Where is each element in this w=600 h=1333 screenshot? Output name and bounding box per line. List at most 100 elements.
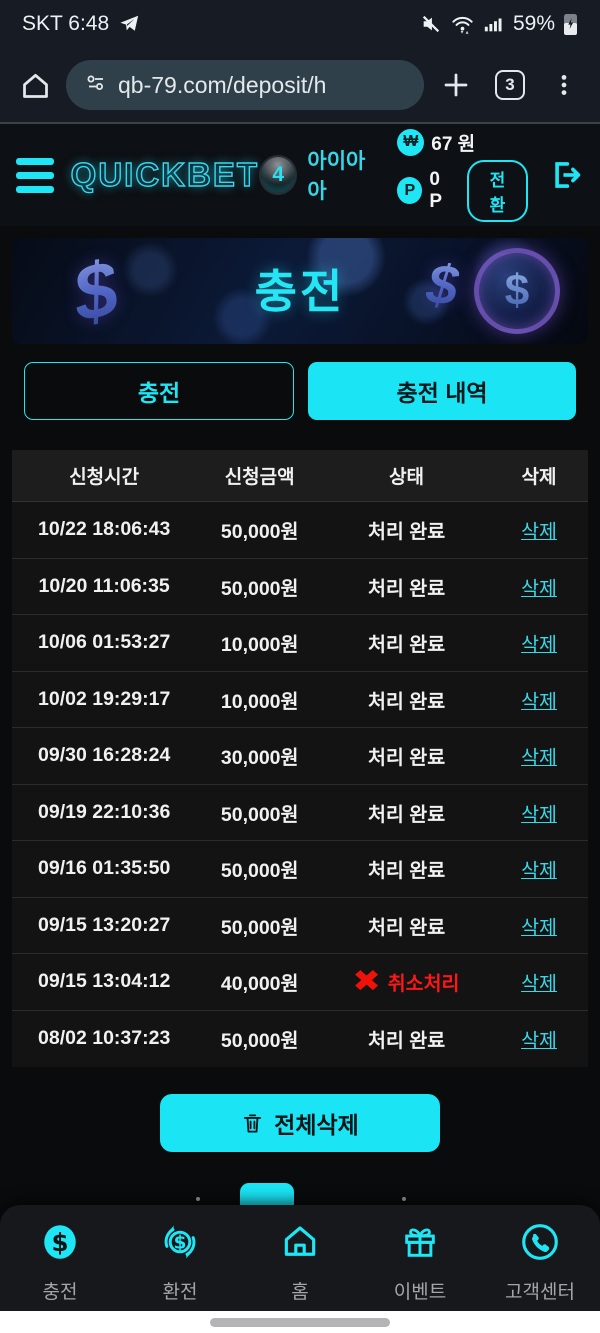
url-text[interactable]: qb-79.com/deposit/h	[118, 71, 327, 98]
cell-status: 처리 완료	[367, 860, 446, 883]
site-settings-icon[interactable]	[84, 71, 108, 100]
col-header-amount: 신청금액	[224, 467, 295, 488]
cell-request-time: 09/15 13:04:12	[38, 970, 171, 993]
tab-switcher-button[interactable]: 3	[488, 70, 532, 100]
deposit-tabs: 충전 충전 내역	[24, 362, 576, 420]
deposit-banner: $ 충전 $ $	[12, 238, 588, 344]
point-coin-icon: P	[397, 177, 423, 204]
home-indicator[interactable]	[210, 1318, 390, 1327]
cell-request-time: 10/06 01:53:27	[38, 631, 171, 654]
delete-row-link[interactable]: 삭제	[521, 634, 557, 657]
gesture-zone	[0, 1311, 600, 1333]
table-row: 09/15 13:20:27 50,000원 처리 완료 삭제	[12, 897, 588, 954]
cell-request-amount: 10,000원	[220, 634, 299, 657]
cell-status: 처리 완료	[367, 803, 446, 826]
cell-request-amount: 10,000원	[220, 690, 299, 713]
cell-request-amount: 40,000원	[220, 973, 299, 996]
delete-row-link[interactable]: 삭제	[521, 690, 557, 713]
delete-all-button[interactable]: 전체삭제	[160, 1094, 440, 1152]
nav-item-deposit[interactable]: $ 충전	[0, 1205, 120, 1304]
cell-request-amount: 50,000원	[220, 803, 299, 826]
delete-row-link[interactable]: 삭제	[521, 803, 557, 826]
convert-button[interactable]: 전환	[466, 159, 528, 222]
battery-icon	[563, 12, 578, 36]
home-icon	[279, 1221, 321, 1268]
deposit-history-table: 신청시간 신청금액 상태 삭제 10/22 18:06:43 50,000원 처리 …	[12, 450, 588, 1067]
cell-request-time: 09/16 01:35:50	[38, 857, 171, 880]
cell-delete: 삭제	[490, 572, 588, 601]
cell-request-amount: 50,000원	[220, 577, 299, 600]
cell-delete: 삭제	[490, 1024, 588, 1053]
tab-deposit-history[interactable]: 충전 내역	[308, 362, 576, 420]
won-coin-icon: ₩	[397, 128, 425, 156]
table-row: 09/30 16:28:24 30,000원 처리 완료 삭제	[12, 728, 588, 785]
trash-icon	[241, 1112, 264, 1135]
exchange-icon: $	[159, 1221, 201, 1268]
cell-request-time: 10/22 18:06:43	[38, 518, 171, 541]
cell-request-amount: 30,000원	[220, 747, 299, 770]
delete-row-link[interactable]: 삭제	[521, 521, 557, 544]
delete-row-link[interactable]: 삭제	[521, 860, 557, 883]
wifi-icon	[450, 13, 475, 35]
svg-text:$: $	[51, 1228, 68, 1257]
table-row: 08/02 10:37:23 50,000원 처리 완료 삭제	[12, 1010, 588, 1067]
cell-delete: 삭제	[490, 741, 588, 770]
cell-request-time: 10/02 19:29:17	[38, 687, 171, 710]
site-logo: QUICKBET	[70, 155, 260, 193]
signal-icon	[483, 13, 505, 35]
cell-status: 처리 완료	[367, 1030, 446, 1053]
delete-row-link[interactable]: 삭제	[521, 747, 557, 770]
menu-button[interactable]	[16, 157, 55, 193]
delete-row-link[interactable]: 삭제	[521, 1030, 557, 1053]
cancel-x-icon: ✖	[351, 964, 381, 998]
battery-percent-label: 59%	[512, 12, 555, 35]
cell-delete: 삭제	[490, 967, 588, 996]
tab-count-label: 3	[495, 70, 525, 100]
status-text: 취소처리	[387, 973, 460, 996]
nav-label-exchange: 환전	[162, 1282, 198, 1303]
nav-item-events[interactable]: 이벤트	[360, 1205, 480, 1304]
deposit-table-body: 10/22 18:06:43 50,000원 처리 완료 삭제 10/20 11:06:…	[12, 502, 588, 1067]
url-bar[interactable]: qb-79.com/deposit/h	[66, 60, 424, 110]
delete-row-link[interactable]: 삭제	[521, 577, 557, 600]
table-header-row: 신청시간 신청금액 상태 삭제	[12, 450, 588, 502]
cell-delete: 삭제	[490, 911, 588, 940]
dollar-decoration-right: $	[423, 251, 462, 318]
cell-delete: 삭제	[490, 515, 588, 544]
cell-request-time: 09/15 13:20:27	[38, 913, 171, 936]
telegram-notification-icon	[118, 13, 140, 35]
browser-menu-button[interactable]	[542, 72, 586, 98]
phone-icon	[519, 1221, 561, 1268]
cell-status: 처리 완료	[367, 634, 446, 657]
site-header: QUICKBET 4 아이아아 ₩ 67 원 P 0 P 전환	[0, 124, 600, 226]
cell-request-amount: 50,000원	[220, 1030, 299, 1053]
cell-delete: 삭제	[490, 854, 588, 883]
tab-deposit[interactable]: 충전	[24, 362, 294, 420]
delete-row-link[interactable]: 삭제	[521, 916, 557, 939]
nav-item-home[interactable]: 홈	[240, 1205, 360, 1304]
cell-status: 처리 완료	[367, 690, 446, 713]
username-label: 아이아아	[307, 150, 366, 203]
delete-all-label: 전체삭제	[274, 1112, 359, 1138]
page-title: 충전	[254, 265, 346, 318]
logout-icon[interactable]	[546, 156, 584, 194]
cell-status: 처리 완료	[367, 577, 446, 600]
nav-label-home: 홈	[291, 1282, 309, 1303]
cell-request-amount: 50,000원	[220, 521, 299, 544]
cell-status: 처리 완료	[367, 747, 446, 770]
cell-request-time: 09/19 22:10:36	[38, 800, 171, 823]
col-header-time: 신청시간	[69, 467, 140, 488]
nav-label-deposit: 충전	[42, 1282, 78, 1303]
nav-item-support[interactable]: 고객센터	[480, 1205, 600, 1304]
pagination-prev-icon[interactable]	[196, 1197, 200, 1201]
nav-item-exchange[interactable]: $ 환전	[120, 1205, 240, 1304]
table-row: 09/15 13:04:12 40,000원 ✖ 취소처리 삭제	[12, 954, 588, 1011]
cell-delete: 삭제	[490, 798, 588, 827]
new-tab-button[interactable]	[434, 70, 478, 100]
delete-row-link[interactable]: 삭제	[521, 973, 557, 996]
pagination-next-icon[interactable]	[402, 1197, 406, 1201]
table-row: 10/20 11:06:35 50,000원 처리 완료 삭제	[12, 558, 588, 615]
gift-icon	[399, 1221, 441, 1268]
level-badge: 4	[259, 155, 298, 195]
browser-home-button[interactable]	[14, 69, 56, 102]
